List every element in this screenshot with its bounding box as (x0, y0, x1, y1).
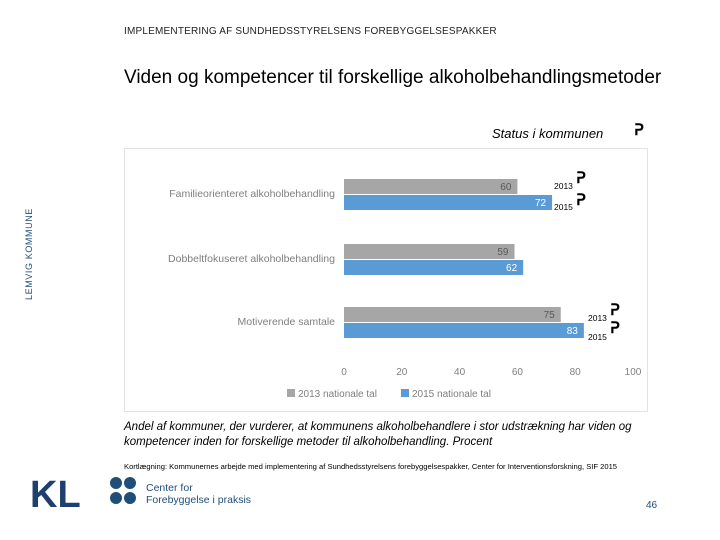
kl-logo: KL (30, 474, 92, 519)
source-note: Kortlægning: Kommunernes arbejde med imp… (124, 462, 618, 471)
flag-icon: ᕈ (576, 170, 586, 187)
chart-frame: Familieorienteret alkoholbehandling 60 72 D… (124, 148, 648, 412)
kl-logo-text: KL (30, 474, 81, 514)
bar (344, 195, 553, 210)
x-tick-label: 80 (570, 367, 582, 378)
category-label: Familieorienteret alkoholbehandling (169, 188, 335, 200)
legend-label: 2015 nationale tal (412, 389, 491, 400)
status-label: Status i kommunen (492, 126, 604, 141)
bar (344, 323, 584, 338)
page-number: 46 (646, 500, 658, 511)
data-label: 72 (535, 198, 547, 209)
chart-caption: Andel af kommuner, der vurderer, at komm… (124, 421, 632, 448)
page-header: IMPLEMENTERING AF SUNDHEDSSTYRELSENS FOR… (124, 26, 497, 37)
x-tick-label: 100 (625, 367, 642, 378)
x-tick-label: 40 (454, 367, 466, 378)
annotation-2015-top: 2015 (554, 202, 573, 212)
annotation-2013-top: 2013 (554, 181, 573, 191)
annotation-2015-bottom: 2015 (588, 332, 607, 342)
bar-chart: Familieorienteret alkoholbehandling 60 72 D… (168, 179, 642, 400)
cfp-logo-text: Center for Forebyggelse i praksis (146, 482, 251, 506)
bar (344, 179, 518, 194)
flag-icon: ᕈ (610, 302, 620, 319)
cfp-line2: Forebyggelse i praksis (146, 494, 252, 506)
annotation-2013-bottom: 2013 (588, 313, 607, 323)
data-label: 62 (506, 263, 518, 274)
x-tick-label: 20 (396, 367, 408, 378)
status-flag-icon: ᕈ (634, 122, 644, 139)
data-label: 75 (544, 310, 556, 321)
category-label: Motiverende samtale (238, 316, 336, 328)
legend-swatch (287, 389, 295, 397)
flag-icon: ᕈ (576, 192, 586, 209)
data-label: 59 (497, 247, 509, 258)
flag-icon: ᕈ (610, 320, 620, 337)
data-label: 83 (567, 326, 579, 337)
category-label: Dobbeltfokuseret alkoholbehandling (168, 253, 335, 265)
legend-label: 2013 nationale tal (298, 389, 377, 400)
slide-title: Viden og kompetencer til forskellige alk… (124, 67, 662, 88)
municipality-label: LEMVIG KOMMUNE (24, 208, 34, 300)
cfp-logo-icon (108, 476, 142, 513)
x-tick-label: 0 (341, 367, 347, 378)
legend-swatch (401, 389, 409, 397)
bar (344, 260, 524, 275)
x-tick-label: 60 (512, 367, 524, 378)
data-label: 60 (500, 182, 512, 193)
cfp-line1: Center for (146, 482, 193, 494)
bar (344, 307, 561, 322)
bar (344, 244, 515, 259)
